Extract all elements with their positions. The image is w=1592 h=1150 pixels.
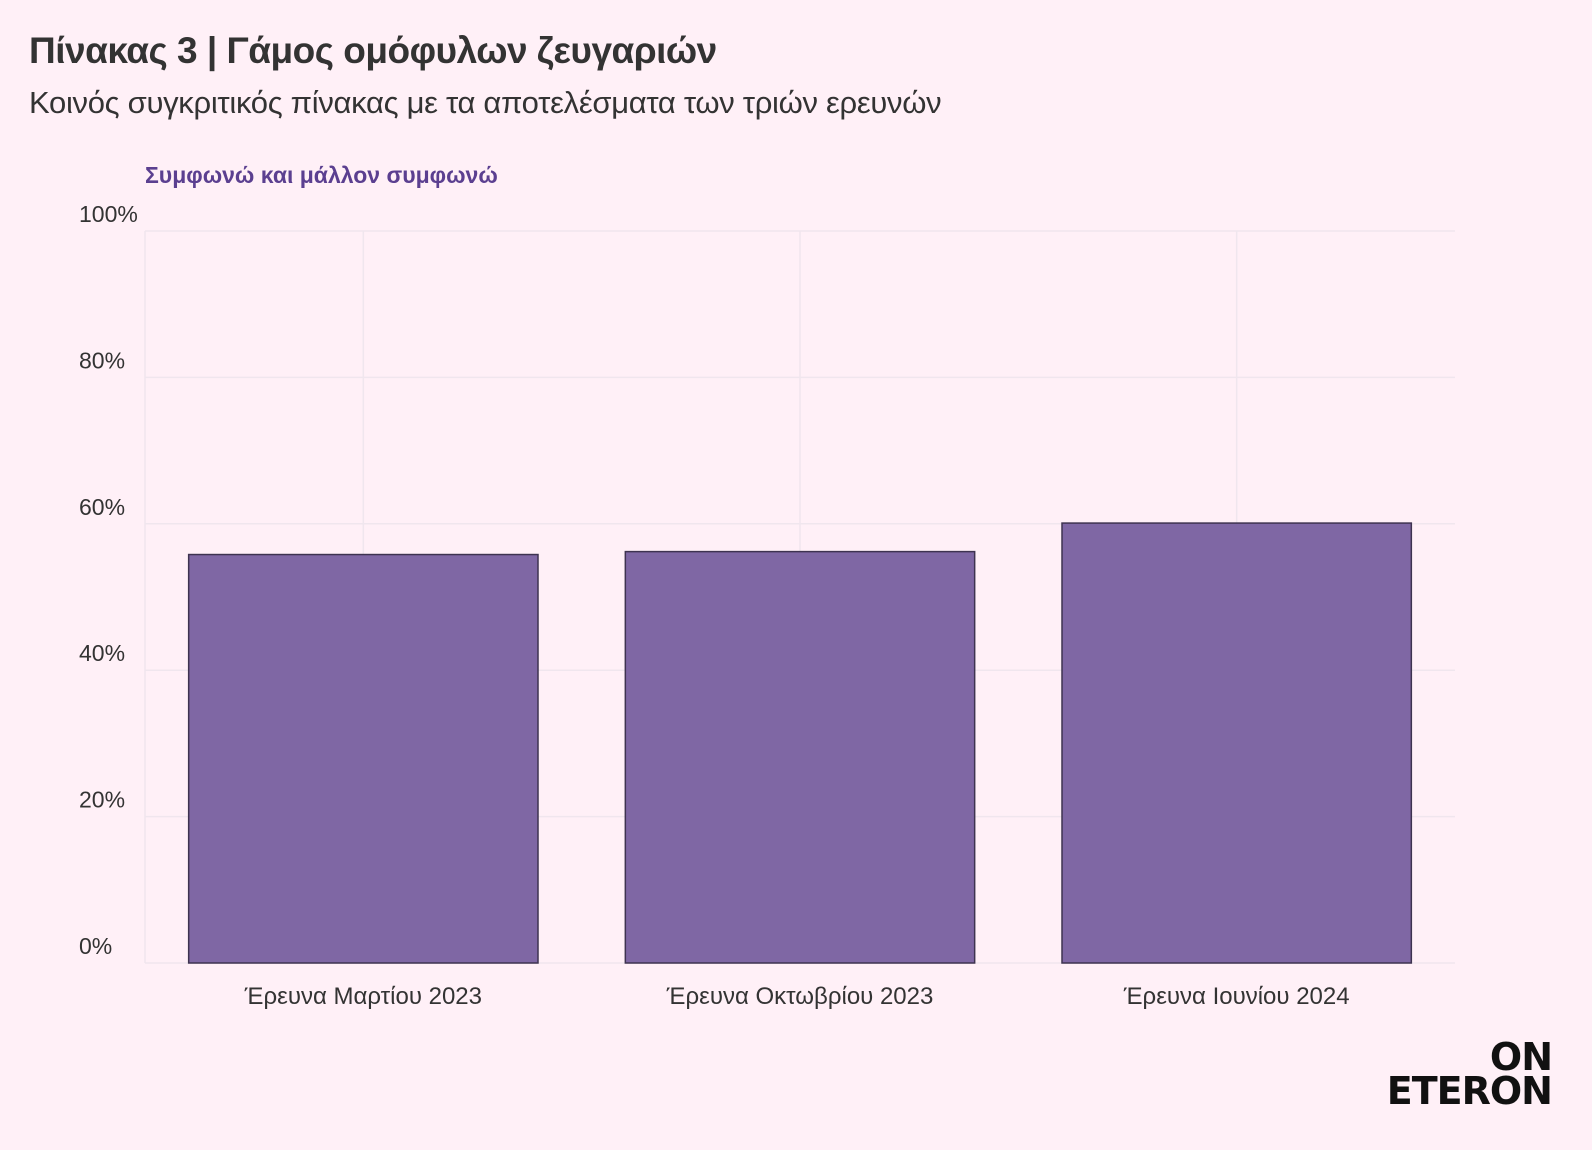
y-tick-label: 60% — [79, 494, 125, 520]
logo-line-1: ON — [1489, 1035, 1553, 1079]
y-tick-label: 20% — [79, 787, 125, 813]
y-tick-label: 0% — [79, 933, 112, 959]
x-tick-label: Έρευνα Μαρτίου 2023 — [244, 983, 482, 1010]
bar-2 — [624, 550, 976, 964]
chart-subtitle: Κοινός συγκριτικός πίνακας με τα αποτελέ… — [29, 85, 942, 120]
chart-bars — [187, 522, 1413, 964]
chart-title: Πίνακας 3 | Γάμος ομόφυλων ζευγαριών — [29, 30, 717, 71]
x-axis-ticks: Έρευνα Μαρτίου 2023 Έρευνα Οκτωβρίου 2023… — [244, 983, 1350, 1010]
bar-1 — [187, 553, 539, 964]
on-eteron-logo: ON ETERON — [1386, 1035, 1553, 1113]
x-tick-label: Έρευνα Ιουνίου 2024 — [1123, 983, 1350, 1010]
logo-line-2: ETERON — [1386, 1069, 1553, 1113]
y-tick-label: 80% — [79, 347, 125, 373]
y-tick-label: 100% — [79, 201, 138, 227]
bar-chart: 0%20%40%60%80%100% Έρευνα Μαρτίου 2023 Έρ… — [79, 162, 1455, 1010]
y-axis-ticks: 0% 20% 40% 60% 80% 100% — [79, 201, 138, 959]
y-tick-label: 40% — [79, 640, 125, 666]
x-tick-label: Έρευνα Οκτωβρίου 2023 — [666, 983, 934, 1010]
series-label: Συμφωνώ και μάλλον συμφωνώ — [145, 162, 498, 188]
bar-3 — [1061, 522, 1413, 964]
